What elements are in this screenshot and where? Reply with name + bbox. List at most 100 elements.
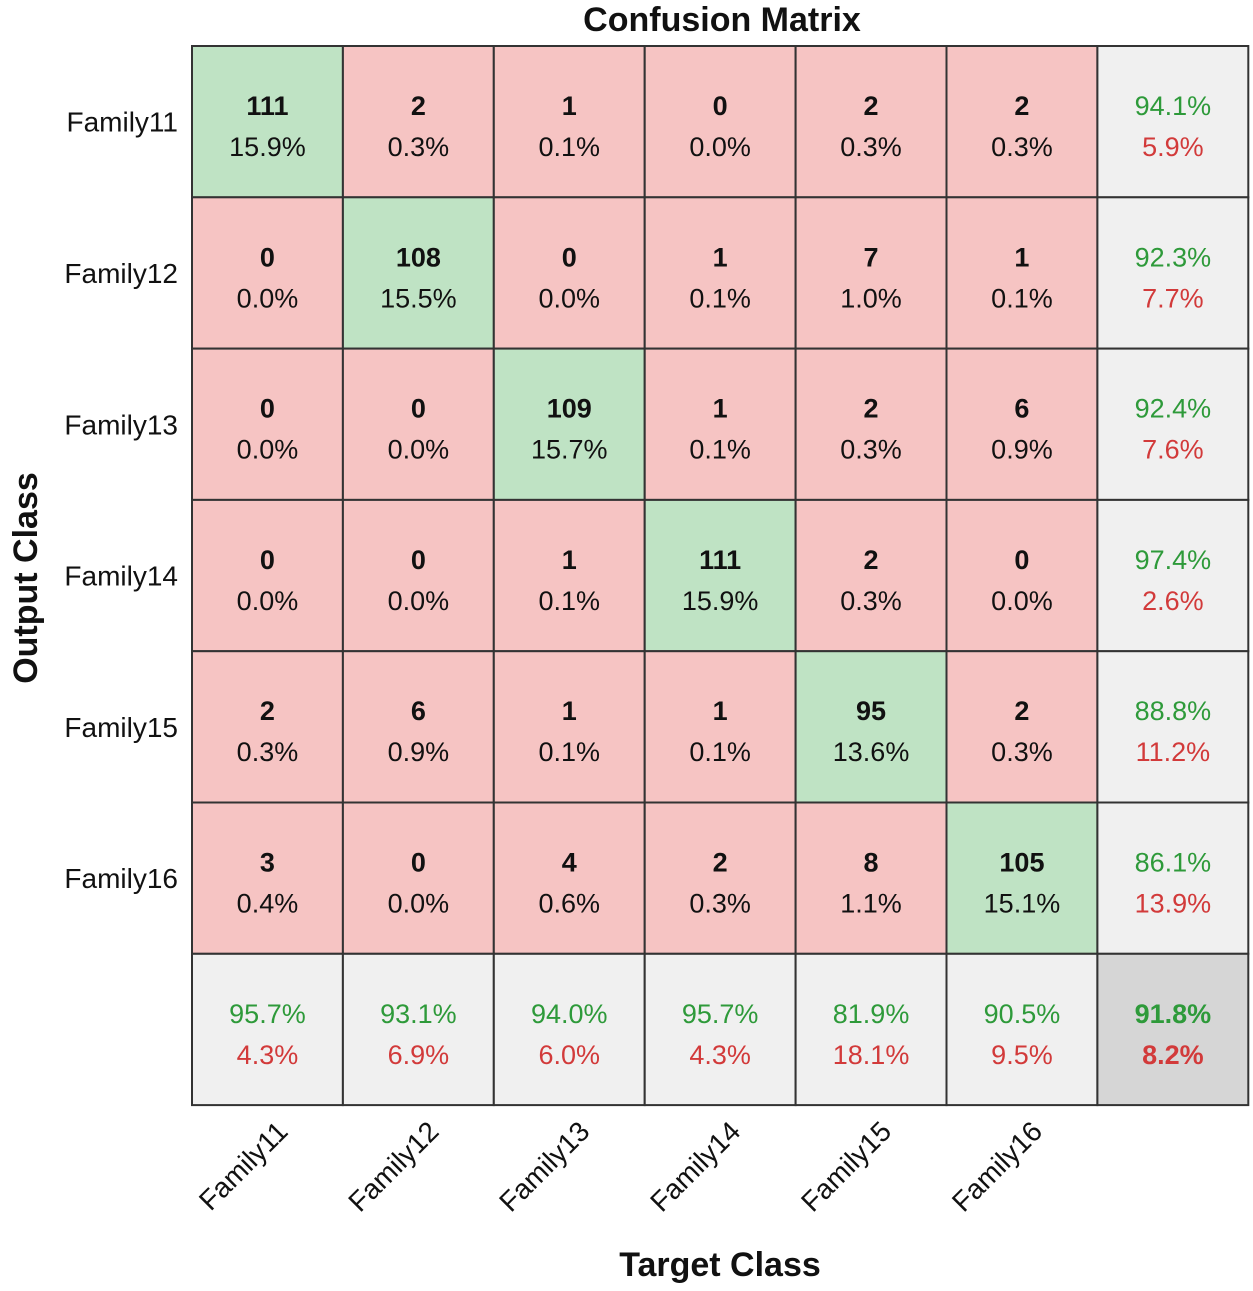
row-label: Family16	[64, 863, 178, 894]
col-label: Family11	[193, 1115, 294, 1216]
chart-title: Confusion Matrix	[583, 1, 861, 39]
cell-percent: 0.0%	[388, 435, 450, 465]
y-axis-label: Output Class	[7, 472, 45, 684]
cell-count: 1	[562, 696, 577, 726]
cell-row-summary	[1096, 347, 1250, 501]
cell-row-summary	[1096, 498, 1250, 653]
cell-misclassified	[492, 650, 646, 804]
cell-misclassified	[492, 801, 646, 955]
row-error-rate: 2.6%	[1142, 586, 1204, 616]
cell-percent: 0.3%	[840, 435, 902, 465]
cell-misclassified	[643, 801, 797, 955]
col-label: Family15	[795, 1115, 897, 1217]
x-axis-label: Target Class	[619, 1246, 821, 1284]
col-recall: 93.1%	[380, 999, 457, 1029]
cell-percent: 13.6%	[833, 737, 910, 767]
cell-misclassified	[492, 45, 646, 199]
cell-count: 0	[411, 545, 426, 575]
cell-percent: 0.1%	[689, 737, 751, 767]
overall-accuracy: 91.8%	[1135, 999, 1212, 1029]
cell-misclassified	[794, 347, 948, 501]
cell-percent: 0.3%	[991, 737, 1053, 767]
cell-misclassified	[794, 801, 948, 955]
cell-percent: 0.1%	[689, 435, 751, 465]
cell-percent: 15.9%	[682, 586, 759, 616]
cell-percent: 0.3%	[689, 889, 751, 919]
cell-misclassified	[945, 498, 1099, 653]
cell-misclassified	[191, 650, 344, 804]
cell-count: 0	[260, 394, 275, 424]
col-label: Family12	[342, 1115, 444, 1217]
row-precision: 86.1%	[1135, 848, 1212, 878]
cell-misclassified	[945, 196, 1099, 350]
cell-count: 3	[260, 848, 275, 878]
cell-percent: 0.3%	[840, 132, 902, 162]
cell-misclassified	[191, 498, 344, 653]
cell-percent: 0.1%	[991, 283, 1053, 313]
cell-percent: 0.3%	[388, 132, 450, 162]
row-label: Family14	[64, 561, 178, 592]
cell-count: 105	[999, 848, 1044, 878]
cell-col-summary	[191, 952, 344, 1107]
cell-percent: 0.1%	[689, 283, 751, 313]
cell-count: 8	[864, 848, 879, 878]
row-error-rate: 5.9%	[1142, 132, 1204, 162]
cell-misclassified	[341, 650, 495, 804]
cell-count: 0	[411, 848, 426, 878]
matrix-cells: 11115.9%20.3%10.1%00.0%20.3%20.3%94.1%5.…	[191, 45, 1250, 1107]
cell-misclassified	[643, 650, 797, 804]
row-label: Family15	[64, 712, 178, 743]
col-miss-rate: 4.3%	[237, 1040, 299, 1070]
cell-row-summary	[1096, 801, 1250, 955]
cell-count: 109	[547, 394, 592, 424]
cell-count: 108	[396, 242, 441, 272]
cell-percent: 0.4%	[237, 889, 299, 919]
col-label: Family16	[946, 1115, 1048, 1217]
cell-count: 0	[713, 91, 728, 121]
cell-percent: 0.6%	[538, 889, 600, 919]
cell-percent: 15.9%	[229, 132, 306, 162]
cell-count: 6	[411, 696, 426, 726]
cell-correct	[945, 801, 1099, 955]
cell-count: 95	[856, 696, 886, 726]
cell-correct	[643, 498, 797, 653]
cell-row-summary	[1096, 196, 1250, 350]
cell-correct	[794, 650, 948, 804]
cell-count: 111	[246, 91, 288, 121]
cell-count: 111	[699, 545, 741, 575]
col-miss-rate: 6.9%	[388, 1040, 450, 1070]
cell-percent: 0.1%	[538, 737, 600, 767]
col-recall: 95.7%	[229, 999, 306, 1029]
cell-misclassified	[191, 801, 344, 955]
cell-count: 0	[260, 242, 275, 272]
cell-percent: 0.3%	[991, 132, 1053, 162]
cell-count: 0	[411, 394, 426, 424]
cell-percent: 0.0%	[237, 586, 299, 616]
row-error-rate: 7.7%	[1142, 283, 1204, 313]
cell-percent: 0.9%	[991, 435, 1053, 465]
cell-misclassified	[643, 196, 797, 350]
cell-misclassified	[945, 45, 1099, 199]
cell-misclassified	[492, 196, 646, 350]
cell-misclassified	[643, 347, 797, 501]
cell-overall	[1096, 952, 1250, 1107]
cell-col-summary	[492, 952, 646, 1107]
cell-count: 2	[1014, 91, 1029, 121]
cell-misclassified	[191, 347, 344, 501]
cell-misclassified	[945, 347, 1099, 501]
cell-col-summary	[794, 952, 948, 1107]
cell-percent: 15.5%	[380, 283, 457, 313]
col-miss-rate: 6.0%	[538, 1040, 600, 1070]
col-recall: 94.0%	[531, 999, 608, 1029]
cell-count: 7	[864, 242, 879, 272]
row-precision: 92.4%	[1135, 394, 1212, 424]
row-error-rate: 11.2%	[1136, 737, 1211, 767]
cell-percent: 0.0%	[538, 283, 600, 313]
cell-percent: 15.7%	[531, 435, 608, 465]
cell-count: 1	[713, 242, 728, 272]
cell-col-summary	[341, 952, 495, 1107]
cell-correct	[492, 347, 646, 501]
cell-count: 4	[562, 848, 577, 878]
cell-percent: 0.0%	[689, 132, 751, 162]
